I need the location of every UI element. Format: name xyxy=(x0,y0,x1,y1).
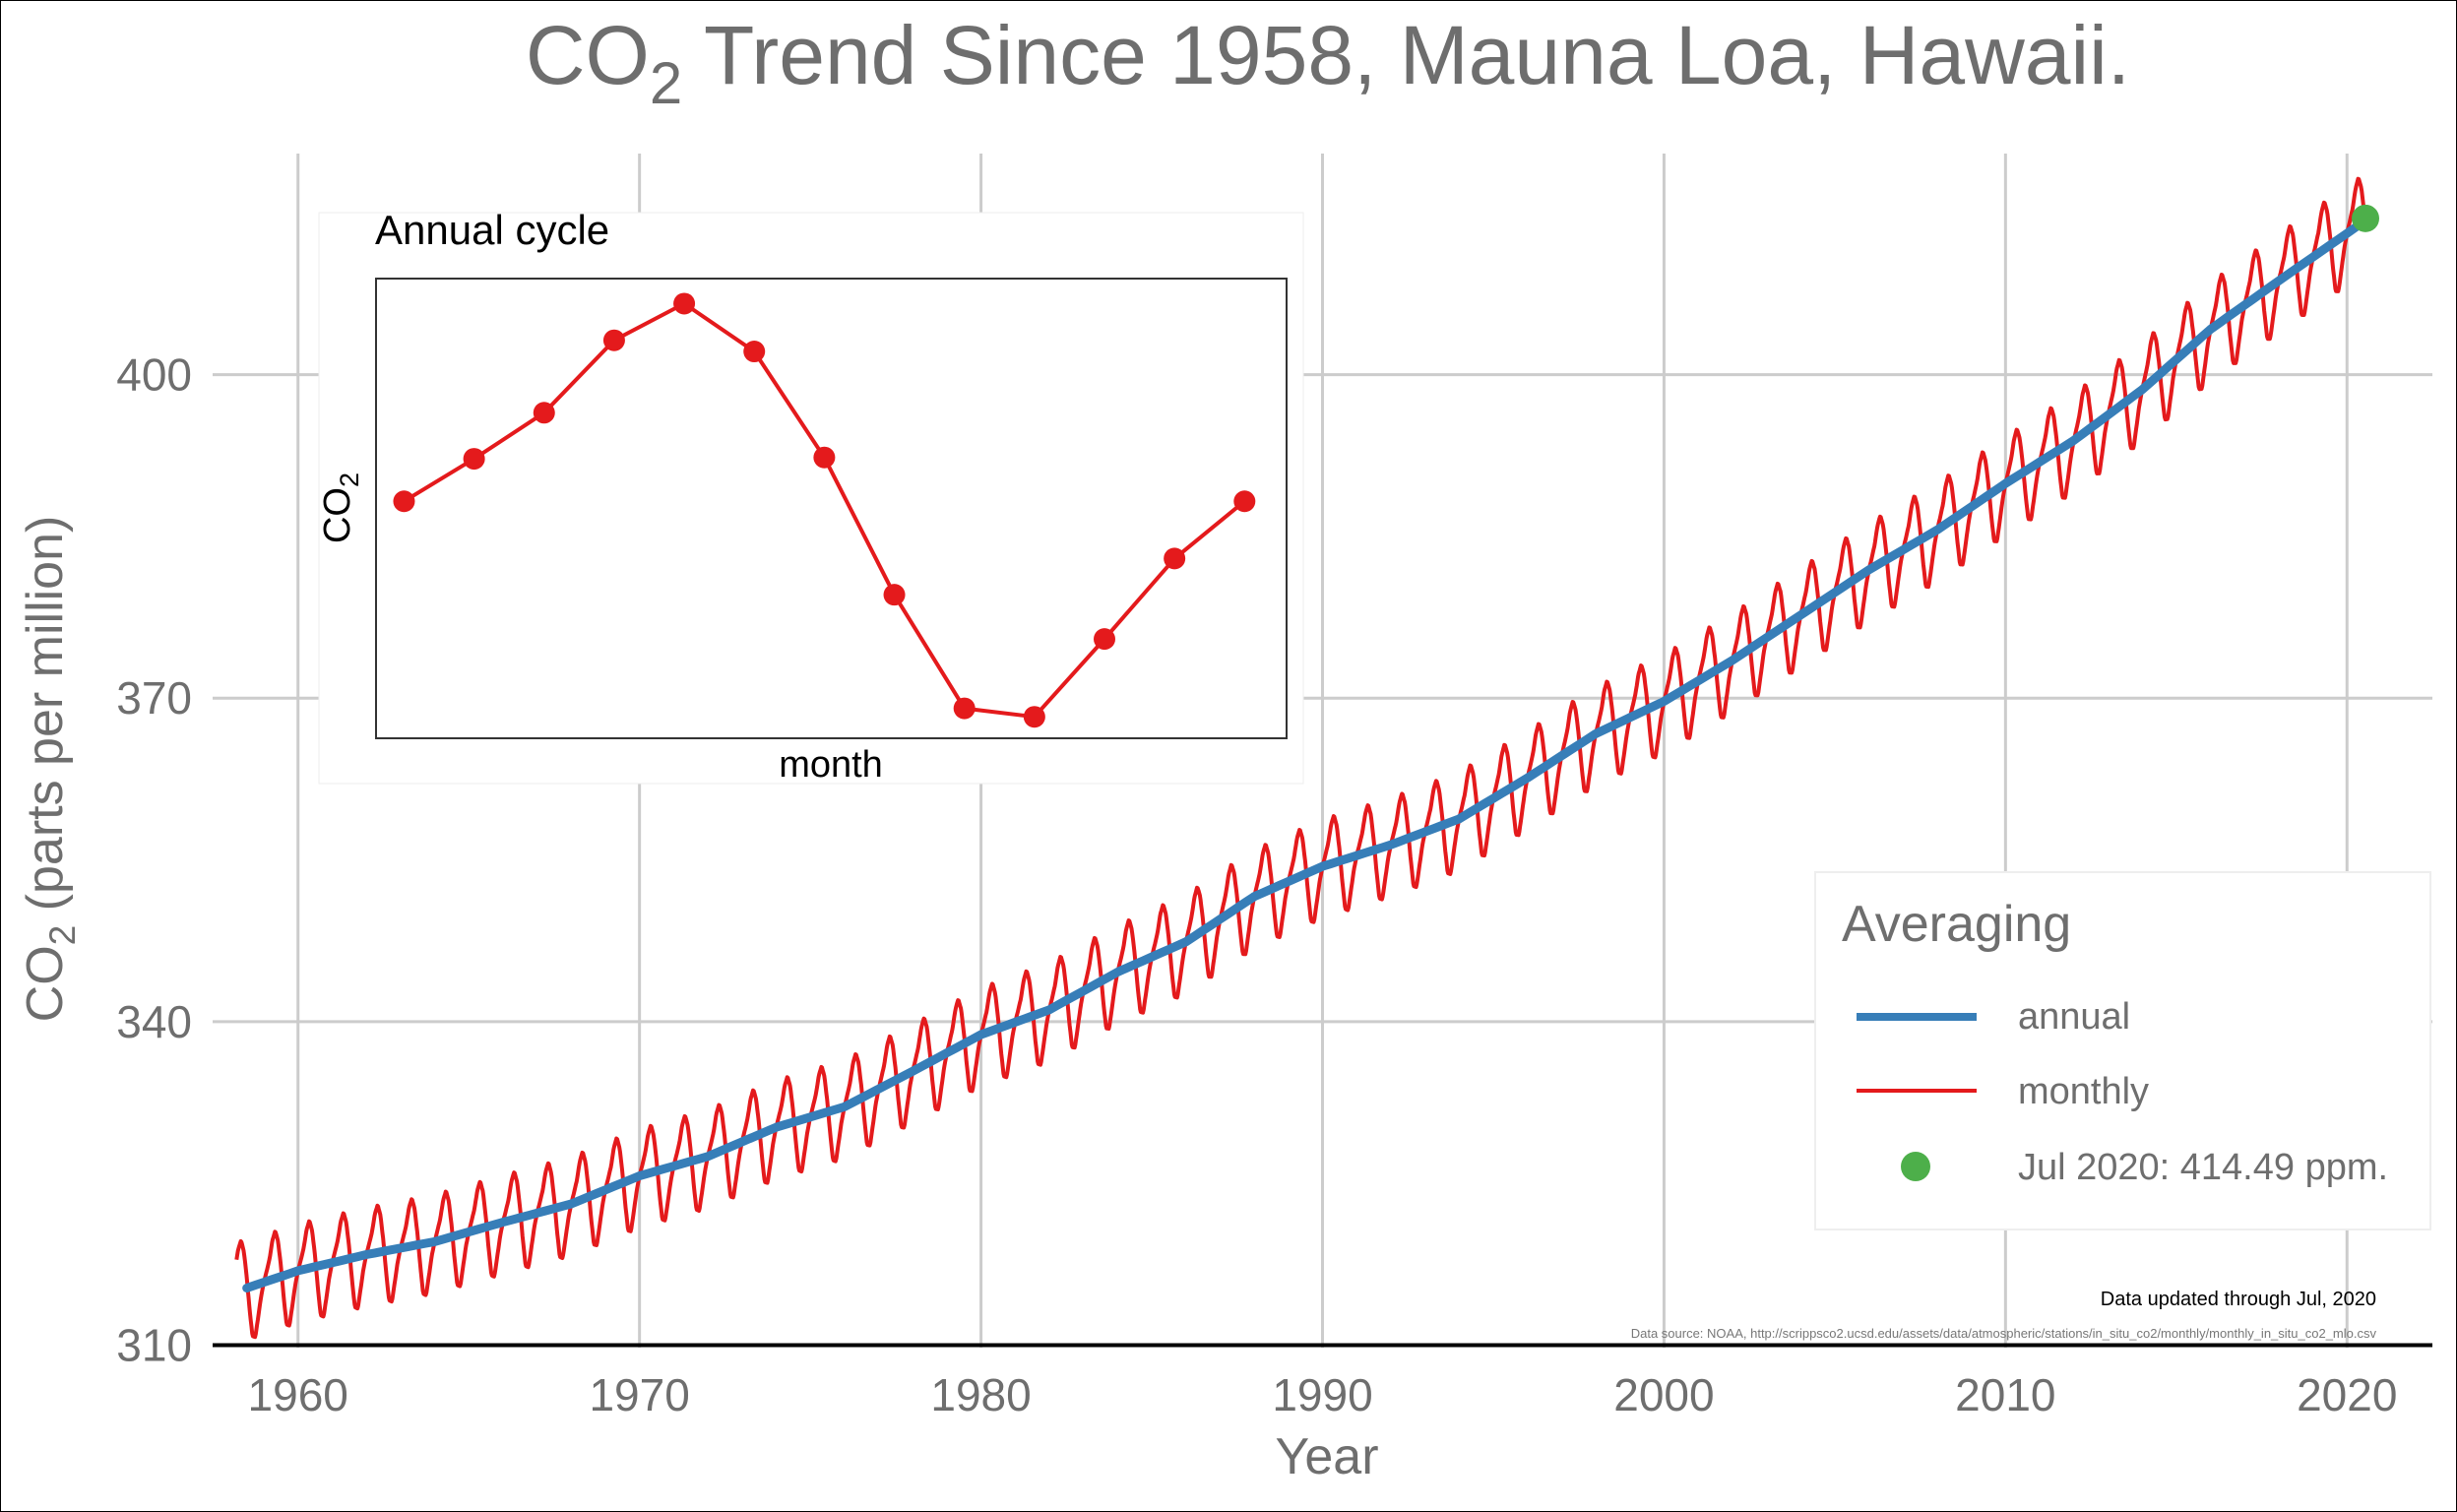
annual-co2-line xyxy=(242,217,2369,1292)
inset-plot-border xyxy=(375,278,1288,739)
annual-cycle-inset: Annual cycle month CO2 xyxy=(317,207,1304,786)
legend-label-annual: annual xyxy=(2018,996,2130,1038)
y-axis-title-sub: 2 xyxy=(42,925,83,946)
y-tick-label-310: 310 xyxy=(116,1320,192,1371)
inset-y-title: CO2 xyxy=(317,472,364,543)
inset-point-month-6 xyxy=(743,341,766,363)
y-tick-labels: 310 340 370 400 xyxy=(116,349,192,1371)
chart-title-rest: Trend Since 1958, Mauna Loa, Hawaii. xyxy=(682,9,2130,101)
inset-point-month-7 xyxy=(813,446,836,469)
x-tick-labels: 1960 1970 1980 1990 2000 2010 2020 xyxy=(248,1369,2398,1420)
inset-title: Annual cycle xyxy=(375,207,609,253)
data-updated-note: Data updated through Jul, 2020 xyxy=(2101,1289,2376,1310)
inset-y-title-sub: 2 xyxy=(335,472,364,487)
inset-point-month-13 xyxy=(1233,490,1256,513)
monthly-co2-line xyxy=(234,176,2367,1340)
inset-point-month-5 xyxy=(673,292,696,315)
x-tick-label-2020: 2020 xyxy=(2297,1369,2397,1420)
chart-title-sub: 2 xyxy=(650,50,682,116)
latest-reading-point xyxy=(2352,204,2380,232)
highlight-point-group xyxy=(2352,204,2380,232)
legend: Averaging annual monthly Jul 2020: 414.4… xyxy=(1814,871,2431,1230)
legend-title: Averaging xyxy=(1842,896,2071,953)
x-axis-title: Year xyxy=(1275,1428,1378,1485)
inset-point-month-2 xyxy=(463,448,485,471)
legend-label-point: Jul 2020: 414.49 ppm. xyxy=(2018,1147,2388,1188)
inset-background xyxy=(318,212,1304,785)
series-annual xyxy=(242,217,2369,1292)
x-tick-label-2000: 2000 xyxy=(1613,1369,1714,1420)
y-axis-title-main: CO xyxy=(17,945,74,1022)
x-tick-label-1970: 1970 xyxy=(589,1369,689,1420)
legend-key-point xyxy=(1901,1152,1930,1181)
inset-point-month-12 xyxy=(1164,547,1186,570)
inset-x-title: month xyxy=(779,744,883,786)
y-tick-label-400: 400 xyxy=(116,349,192,401)
x-tick-label-2010: 2010 xyxy=(1955,1369,2055,1420)
series-monthly xyxy=(234,176,2367,1340)
x-tick-label-1990: 1990 xyxy=(1272,1369,1372,1420)
inset-point-month-9 xyxy=(953,697,976,720)
inset-point-month-8 xyxy=(883,584,906,606)
inset-point-month-3 xyxy=(533,402,555,424)
y-axis-title: CO2 (parts per million) xyxy=(17,516,83,1023)
y-tick-label-370: 370 xyxy=(116,672,192,724)
inset-point-month-4 xyxy=(602,329,625,351)
data-source-note: Data source: NOAA, http://scrippsco2.ucs… xyxy=(1631,1326,2377,1341)
y-tick-label-340: 340 xyxy=(116,996,192,1047)
x-tick-label-1980: 1980 xyxy=(930,1369,1031,1420)
inset-y-title-main: CO xyxy=(317,487,358,543)
inset-point-month-11 xyxy=(1094,628,1115,651)
inset-cycle-points xyxy=(393,292,1256,728)
inset-point-month-1 xyxy=(393,490,415,513)
y-axis-title-rest: (parts per million) xyxy=(17,516,74,925)
legend-label-monthly: monthly xyxy=(2018,1071,2149,1112)
x-tick-label-1960: 1960 xyxy=(248,1369,348,1420)
chart-title-main: CO xyxy=(526,9,650,101)
chart-title: CO2 Trend Since 1958, Mauna Loa, Hawaii. xyxy=(526,9,2130,116)
inset-point-month-10 xyxy=(1023,706,1045,728)
